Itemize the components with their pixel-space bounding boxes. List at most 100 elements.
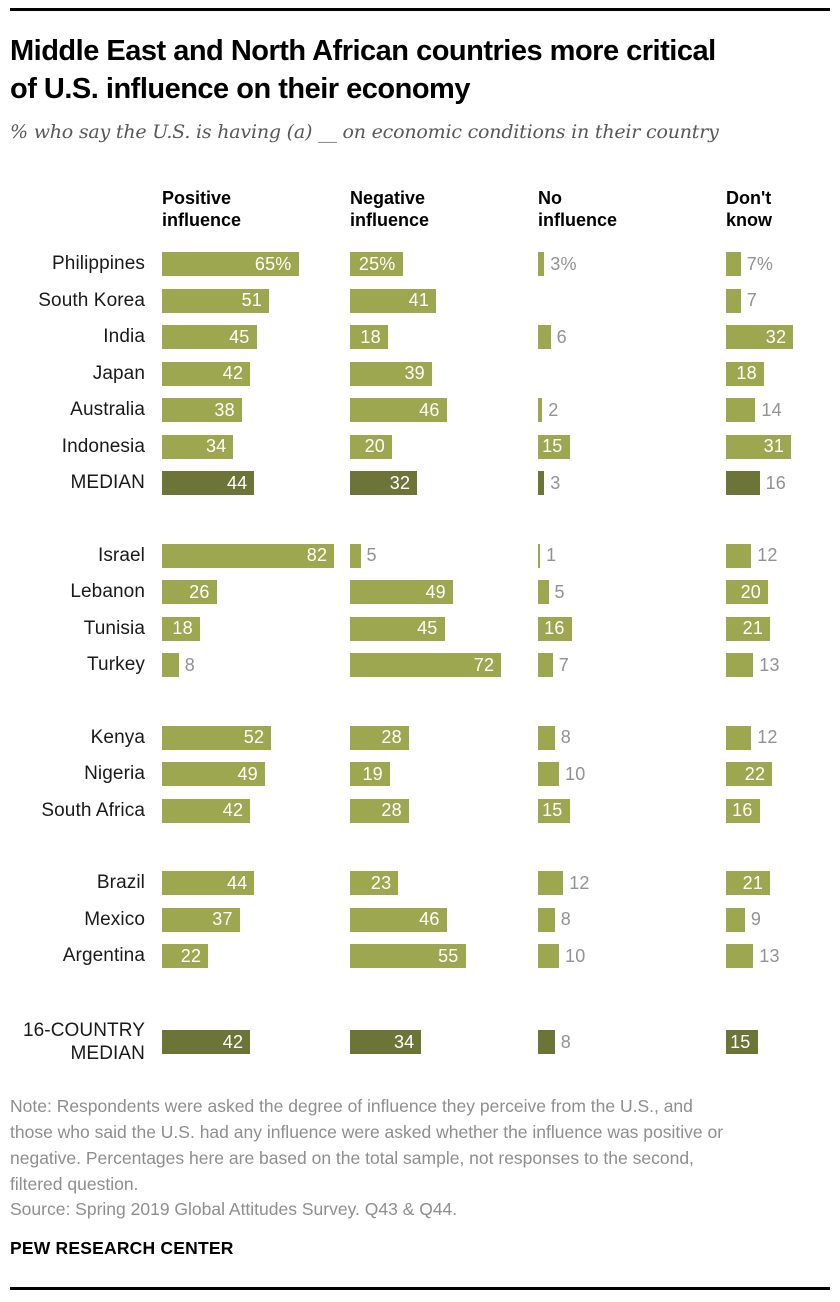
bar-cell: 19: [350, 762, 538, 787]
bar: 21: [726, 616, 771, 641]
bar-cell: 72: [350, 653, 538, 678]
bar-value-label: 44: [226, 472, 248, 493]
bar-value-label: 16: [732, 800, 753, 821]
bar-cell: 18: [726, 361, 830, 386]
bar-cell: 10: [538, 762, 726, 787]
bar-cell: 51: [162, 288, 350, 313]
top-rule: [10, 8, 830, 11]
row-label: South Korea: [38, 289, 145, 311]
bar-cell: 28: [350, 798, 538, 823]
bar-value-label: 18: [736, 363, 757, 384]
bar-value-label: 25%: [358, 253, 396, 274]
bar-cell: 39: [350, 361, 538, 386]
column-header-no-influence: No influence: [538, 187, 618, 231]
bar: 82: [162, 543, 335, 568]
median-bar: [538, 1030, 555, 1055]
table-row: Israel 82 5 1 12: [10, 537, 830, 574]
table-row: Australia 38 46 2 14: [10, 392, 830, 429]
chart-group: Israel 82 5 1 12 Lebanon 26 49 5 20 Tunisia 18 45 16 2…: [10, 537, 830, 683]
bar-cell: 42: [162, 1030, 350, 1055]
bar: 34: [162, 434, 234, 459]
bar-cell: 37: [162, 907, 350, 932]
table-row: India 45 18 6 32: [10, 319, 830, 356]
bar-value-label: 7%: [746, 253, 774, 274]
bar: 28: [350, 798, 409, 823]
column-headers: Positive influence Negative influence No infl…: [10, 187, 830, 232]
bar-cell: 45: [350, 616, 538, 641]
median-bar: 42: [162, 1030, 251, 1055]
bar-value-label: 44: [226, 872, 248, 893]
table-row: MEDIAN 44 32 3 16: [10, 465, 830, 502]
bar-cell: 15: [538, 798, 726, 823]
bar-value-label: 22: [744, 763, 766, 784]
bar-cell: 15: [726, 1030, 830, 1055]
row-label: Israel: [97, 544, 145, 566]
bar: 45: [162, 325, 257, 350]
bar-value-label: 1: [546, 545, 557, 566]
bar: [538, 580, 549, 605]
bar-cell: 82: [162, 543, 350, 568]
bar-cell: 52: [162, 725, 350, 750]
row-label: Australia: [70, 399, 145, 421]
chart-subtitle: % who say the U.S. is having (a) __ on e…: [10, 120, 719, 143]
bar: 26: [162, 580, 217, 605]
table-row: Turkey 8 72 7 13: [10, 647, 830, 684]
bar-value-label: 42: [222, 1031, 244, 1052]
chart-group: Kenya 52 28 8 12 Nigeria 49 19 10 22 South Africa 4…: [10, 719, 830, 829]
table-row: 16-COUNTRY MEDIAN 42 34 8 15: [10, 1010, 830, 1074]
bar-value-label: 38: [214, 399, 235, 420]
bar: [538, 907, 555, 932]
bar-cell: 42: [162, 361, 350, 386]
bar-value-label: 6: [556, 326, 567, 347]
bar-cell: 3%: [538, 252, 726, 277]
bar: 20: [726, 580, 768, 605]
bar: 55: [350, 944, 466, 969]
bar-value-label: 8: [560, 909, 572, 930]
bar-cell: 7%: [726, 252, 830, 277]
median-bar: 44: [162, 471, 255, 496]
row-label: Nigeria: [84, 763, 145, 785]
bar-value-label: 16: [765, 472, 787, 493]
bar: [726, 543, 752, 568]
bar-value-label: 46: [419, 399, 440, 420]
bar-value-label: 37: [212, 909, 233, 930]
bar-value-label: 42: [222, 363, 244, 384]
bar: 39: [350, 361, 432, 386]
bar-value-label: 15: [542, 436, 563, 457]
bar: 51: [162, 288, 270, 313]
bar-value-label: 26: [189, 581, 210, 602]
bar: 44: [162, 871, 255, 896]
bar-cell: 8: [538, 725, 726, 750]
row-label: Kenya: [90, 726, 145, 748]
bar: [538, 871, 564, 896]
bar-value-label: 20: [364, 436, 385, 457]
row-label: Philippines: [52, 253, 145, 275]
median-bar: [726, 471, 760, 496]
bar-value-label: 20: [740, 581, 761, 602]
bar-value-label: 22: [180, 945, 202, 966]
bar: 20: [350, 434, 392, 459]
column-header-negative-influence: Negative influence: [350, 187, 430, 231]
bar-value-label: 34: [205, 436, 227, 457]
bar-value-label: 12: [569, 872, 590, 893]
bar-value-label: 8: [184, 654, 196, 675]
bar-value-label: 3: [550, 472, 561, 493]
bar-cell: 42: [162, 798, 350, 823]
median-bar: [538, 471, 545, 496]
bar-value-label: 46: [419, 909, 440, 930]
bar-cell: 65%: [162, 252, 350, 277]
bar: [726, 725, 752, 750]
bar-cell: 10: [538, 944, 726, 969]
bar: [726, 252, 741, 277]
title-line-2: of U.S. influence on their economy: [10, 73, 470, 106]
bar-cell: 12: [726, 725, 830, 750]
row-label: 16-COUNTRY MEDIAN: [22, 1019, 145, 1065]
bar: [538, 325, 551, 350]
bar-cell: 8: [538, 1030, 726, 1055]
bar-cell: 41: [350, 288, 538, 313]
note-line: negative. Percentages here are based on …: [10, 1147, 694, 1168]
bar: 42: [162, 361, 251, 386]
bar: 38: [162, 398, 242, 423]
bar-value-label: 18: [172, 618, 193, 639]
